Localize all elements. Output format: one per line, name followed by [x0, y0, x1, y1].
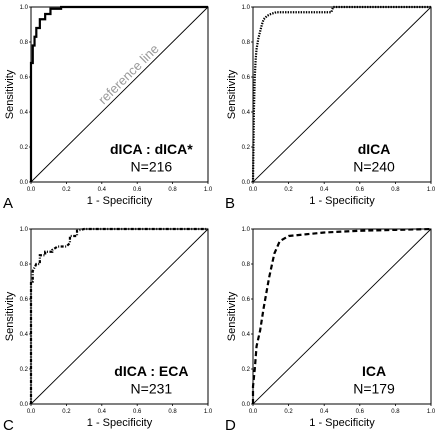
panel-letter: B: [225, 195, 235, 212]
y-tick-label: 0.0: [242, 402, 251, 408]
y-tick-label: 1.0: [242, 227, 251, 233]
y-tick-label: 0.6: [20, 75, 29, 81]
y-tick-label: 0.0: [20, 180, 29, 186]
y-tick-label: 0.2: [20, 367, 29, 373]
reference-line-label: reference line: [95, 41, 162, 107]
roc-curve-line: [29, 5, 208, 182]
x-tick-label: 1.0: [427, 409, 436, 415]
roc-curve-line: [251, 227, 432, 404]
reference-diagonal-line: [252, 228, 432, 405]
x-tick-label: 0.0: [249, 409, 258, 415]
y-tick-label: 0.4: [20, 110, 29, 116]
roc-curve-line: [29, 227, 208, 404]
x-tick-label: 0.2: [284, 409, 293, 415]
plot-frame: [252, 228, 432, 405]
sample-size-label: N=216: [131, 159, 173, 175]
y-tick-label: 0.0: [20, 402, 29, 408]
y-axis-label: Sensitivity: [226, 291, 238, 341]
y-tick-label: 0.6: [20, 297, 29, 303]
y-tick-label: 0.6: [242, 297, 251, 303]
x-tick-label: 0.0: [249, 187, 258, 193]
group-name-label: dICA: [358, 141, 391, 157]
panel-letter: C: [3, 417, 14, 434]
y-tick-label: 0.2: [242, 367, 251, 373]
x-axis-label: 1 - Specificity: [87, 195, 153, 207]
y-tick-label: 0.2: [20, 145, 29, 151]
x-tick-label: 1.0: [204, 409, 213, 415]
y-tick-label: 0.6: [242, 75, 251, 81]
x-tick-label: 0.2: [284, 187, 293, 193]
x-axis-label: 1 - Specificity: [87, 417, 153, 429]
x-tick-label: 0.2: [62, 187, 71, 193]
y-tick-label: 1.0: [20, 5, 29, 11]
x-axis-label: 1 - Specificity: [309, 195, 375, 207]
sample-size-label: N=240: [353, 159, 395, 175]
x-tick-label: 1.0: [427, 187, 436, 193]
y-tick-label: 0.4: [20, 332, 29, 338]
x-tick-label: 1.0: [204, 187, 213, 193]
y-tick-label: 0.8: [242, 40, 251, 46]
y-axis-label: Sensitivity: [4, 291, 16, 341]
sample-size-label: N=179: [353, 381, 395, 397]
y-axis-label: Sensitivity: [4, 69, 16, 119]
x-axis-label: 1 - Specificity: [309, 417, 375, 429]
y-axis-label: Sensitivity: [226, 69, 238, 119]
y-tick-label: 0.4: [242, 332, 251, 338]
y-tick-label: 0.8: [20, 40, 29, 46]
x-tick-label: 0.4: [320, 187, 329, 193]
y-tick-label: 0.2: [242, 145, 251, 151]
sample-size-label: N=231: [131, 381, 173, 397]
x-tick-label: 0.0: [27, 187, 36, 193]
x-tick-label: 0.0: [27, 409, 36, 415]
x-tick-label: 0.2: [62, 409, 71, 415]
y-tick-label: 1.0: [20, 227, 29, 233]
x-tick-label: 0.8: [391, 187, 400, 193]
y-tick-label: 0.4: [242, 110, 251, 116]
group-name-label: ICA: [362, 363, 386, 379]
x-tick-label: 0.6: [133, 187, 142, 193]
x-tick-label: 0.4: [98, 409, 107, 415]
y-tick-label: 1.0: [242, 5, 251, 11]
x-tick-label: 0.6: [356, 187, 365, 193]
y-tick-label: 0.8: [20, 262, 29, 268]
reference-diagonal-line: [252, 6, 432, 183]
group-name-label: dICA : ECA: [114, 363, 188, 379]
panel-letter: A: [3, 195, 13, 212]
x-tick-label: 0.4: [98, 187, 107, 193]
x-tick-label: 0.6: [133, 409, 142, 415]
x-tick-label: 0.8: [168, 409, 177, 415]
reference-diagonal-line: [30, 6, 209, 183]
y-tick-label: 0.8: [242, 262, 251, 268]
roc-curve-line: [251, 5, 431, 183]
x-tick-label: 0.6: [356, 409, 365, 415]
y-tick-label: 0.0: [242, 180, 251, 186]
x-tick-label: 0.8: [391, 409, 400, 415]
group-name-label: dICA : dICA*: [110, 141, 193, 157]
x-tick-label: 0.4: [320, 409, 329, 415]
x-tick-label: 0.8: [168, 187, 177, 193]
reference-diagonal-line: [30, 228, 209, 405]
panel-letter: D: [225, 417, 236, 434]
